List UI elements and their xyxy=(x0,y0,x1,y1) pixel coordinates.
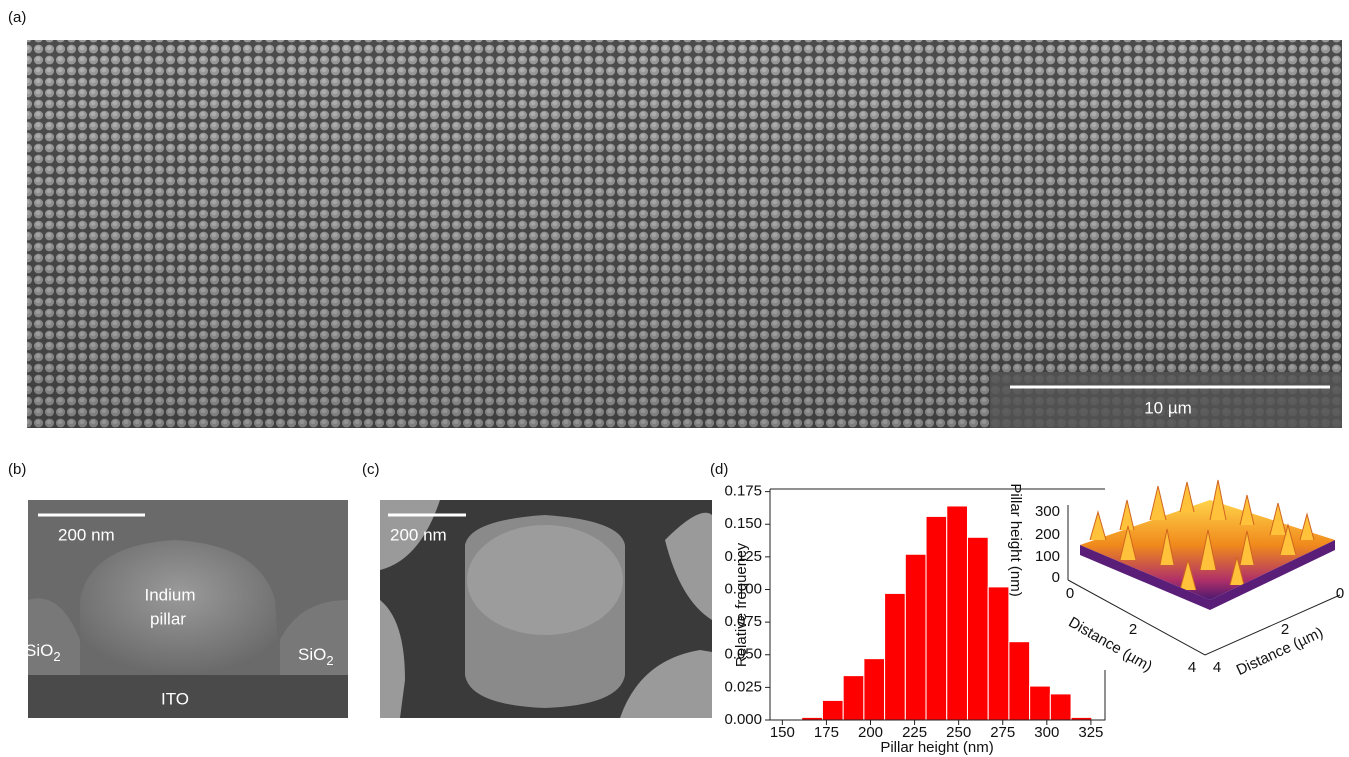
afm-z-label: Pillar height (nm) xyxy=(1007,483,1024,596)
afm-x-tick: 4 xyxy=(1188,659,1196,676)
panel-label: (a) xyxy=(8,9,26,26)
y-tick-label: 0.100 xyxy=(724,580,762,597)
region-label: ITO xyxy=(161,689,189,708)
region-label: pillar xyxy=(150,609,186,628)
scale-label: 10 µm xyxy=(1144,398,1192,417)
bar xyxy=(885,593,906,720)
bar xyxy=(905,554,926,720)
x-tick-label: 325 xyxy=(1078,724,1103,741)
figure: (a) 10 µm (b) 200 nm Indium pillar SiO2 … xyxy=(0,0,1349,757)
panel-label: (b) xyxy=(8,461,26,478)
afm-x-label: Distance (µm) xyxy=(1065,614,1155,676)
x-axis-label: Pillar height (nm) xyxy=(880,739,993,756)
image-shade xyxy=(27,40,1342,428)
panel-label: (c) xyxy=(362,461,380,478)
afm-y-tick: 0 xyxy=(1336,585,1344,602)
afm-y-label: Distance (µm) xyxy=(1234,624,1326,679)
bar xyxy=(1050,694,1071,720)
x-tick-label: 250 xyxy=(946,724,971,741)
bar xyxy=(843,676,864,720)
x-tick-label: 200 xyxy=(858,724,883,741)
subscript: 2 xyxy=(326,653,333,668)
bar xyxy=(947,506,968,720)
y-tick-label: 0.050 xyxy=(724,646,762,663)
bar xyxy=(926,516,947,720)
scale-label: 200 nm xyxy=(390,525,447,544)
afm-z-tick: 0 xyxy=(1052,569,1060,586)
afm-z-tick: 300 xyxy=(1035,503,1060,520)
afm-y-tick: 4 xyxy=(1213,659,1221,676)
bar xyxy=(988,587,1009,720)
bar xyxy=(864,659,885,720)
y-tick-label: 0.075 xyxy=(724,613,762,630)
afm-z-tick: 100 xyxy=(1035,548,1060,565)
afm-z-tick: 200 xyxy=(1035,526,1060,543)
x-tick-label: 300 xyxy=(1034,724,1059,741)
x-tick-label: 275 xyxy=(990,724,1015,741)
y-tick-label: 0.175 xyxy=(724,483,762,500)
panel-label: (d) xyxy=(710,461,728,478)
x-tick-label: 150 xyxy=(770,724,795,741)
bar xyxy=(1009,642,1030,720)
bar xyxy=(822,700,843,720)
y-tick-label: 0.150 xyxy=(724,515,762,532)
pillar-top xyxy=(467,525,623,635)
afm-y-tick: 2 xyxy=(1281,621,1289,638)
x-tick-label: 225 xyxy=(902,724,927,741)
text: SiO xyxy=(25,641,53,660)
y-tick-label: 0.000 xyxy=(724,711,762,728)
subscript: 2 xyxy=(53,649,60,664)
scale-label: 200 nm xyxy=(58,525,115,544)
y-tick-label: 0.125 xyxy=(724,548,762,565)
text: SiO xyxy=(298,645,326,664)
afm-x-tick: 2 xyxy=(1129,621,1137,638)
x-tick-label: 175 xyxy=(814,724,839,741)
afm-x-tick: 0 xyxy=(1066,585,1074,602)
bar xyxy=(967,537,988,720)
y-tick-label: 0.025 xyxy=(724,678,762,695)
bar xyxy=(1030,686,1051,720)
region-label: Indium xyxy=(144,585,195,604)
